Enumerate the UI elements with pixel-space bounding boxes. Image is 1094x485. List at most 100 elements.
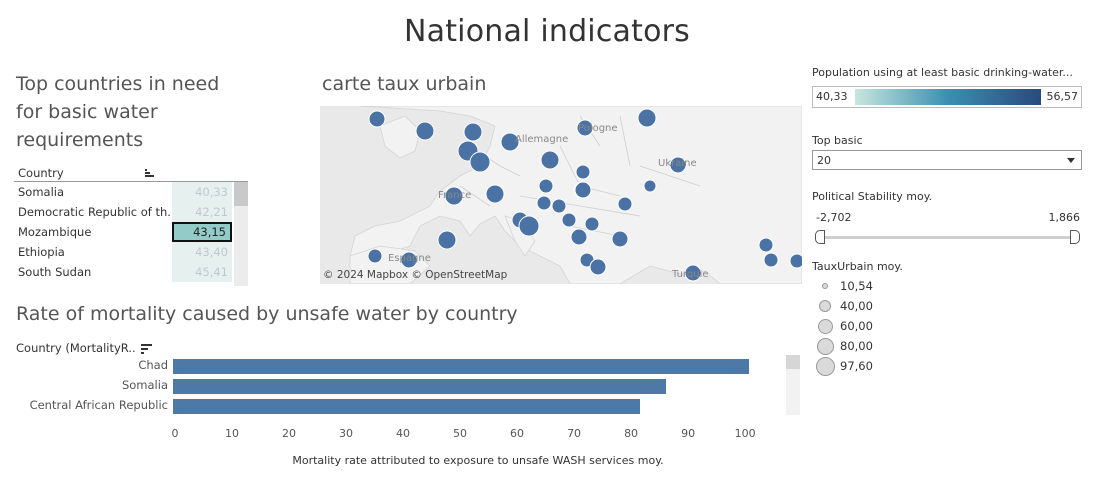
x-tick-label: 60 xyxy=(510,427,525,440)
place-label: Turquie xyxy=(671,269,708,280)
country-name: South Sudan xyxy=(18,265,92,279)
taux-urbain-title: TauxUrbain moy. xyxy=(812,260,903,273)
top-countries-title: Top countries in need for basic water re… xyxy=(16,73,220,151)
map-marker[interactable] xyxy=(574,181,592,199)
bar-category-label: Central African Republic xyxy=(29,398,168,412)
map-marker[interactable] xyxy=(611,230,629,248)
map-marker[interactable] xyxy=(469,151,491,173)
sort-icon[interactable] xyxy=(145,168,155,178)
map-marker[interactable] xyxy=(368,110,386,128)
mortality-bar-chart: Country (MortalityR.. Chad Somalia Central… xyxy=(0,335,810,475)
x-axis-label: Mortality rate attributed to exposure to… xyxy=(292,454,664,467)
size-legend-dot xyxy=(817,318,833,334)
chart-scrollbar[interactable] xyxy=(786,355,800,415)
map-marker[interactable] xyxy=(789,253,802,269)
range-slider-handle-min[interactable] xyxy=(815,230,825,244)
size-legend-dot xyxy=(822,283,828,289)
land-mass xyxy=(379,115,421,159)
sort-icon[interactable] xyxy=(141,343,153,354)
size-legend-label: 80,00 xyxy=(840,339,873,353)
mortality-title: Rate of mortality caused by unsafe water… xyxy=(16,303,518,325)
legend-min: 40,33 xyxy=(816,90,848,103)
size-legend-label: 10,54 xyxy=(840,279,873,293)
map-marker[interactable] xyxy=(500,132,520,152)
map-marker[interactable] xyxy=(485,184,505,204)
x-tick-label: 50 xyxy=(453,427,468,440)
table-row[interactable]: Somalia 40,33 xyxy=(14,182,248,202)
map-marker[interactable] xyxy=(540,150,560,170)
map-marker[interactable] xyxy=(437,230,457,250)
country-value[interactable]: 43,40 xyxy=(172,242,232,262)
place-label: Ukraine xyxy=(658,158,697,169)
top-basic-dropdown[interactable]: 20 xyxy=(812,150,1082,170)
map-marker[interactable] xyxy=(669,156,687,174)
x-tick-label: 40 xyxy=(396,427,411,440)
place-label: Pologne xyxy=(578,123,618,134)
urban-rate-map[interactable]: Allemagne Pologne Ukraine France Espagne… xyxy=(320,106,802,284)
bar-category-label: Somalia xyxy=(121,378,168,392)
range-slider-track[interactable] xyxy=(818,236,1074,239)
map-marker[interactable] xyxy=(643,179,657,193)
map-marker[interactable] xyxy=(589,258,607,276)
map-marker[interactable] xyxy=(758,237,774,253)
map-marker[interactable] xyxy=(367,248,383,264)
map-attribution: © 2024 Mapbox © OpenStreetMap xyxy=(323,269,508,281)
color-legend: 40,33 56,57 xyxy=(812,86,1082,108)
map-marker[interactable] xyxy=(763,252,779,268)
chevron-down-icon[interactable] xyxy=(1067,158,1075,163)
table-header: Country xyxy=(14,164,248,182)
population-legend-title: Population using at least basic drinking… xyxy=(812,66,1073,79)
range-max: 1,866 xyxy=(1048,211,1081,224)
bar[interactable] xyxy=(173,399,641,414)
bar[interactable] xyxy=(173,379,667,394)
x-tick-label: 100 xyxy=(734,427,756,440)
map-marker[interactable] xyxy=(400,251,418,269)
map-marker[interactable] xyxy=(684,264,702,282)
top-basic-title: Top basic xyxy=(812,134,863,147)
country-value[interactable]: 45,41 xyxy=(172,262,232,282)
top-countries-table: Country Somalia 40,33 Democratic Republi… xyxy=(14,164,248,286)
size-legend-label: 97,60 xyxy=(840,359,873,373)
bar[interactable] xyxy=(173,359,749,374)
map-marker[interactable] xyxy=(551,198,567,214)
map-marker[interactable] xyxy=(536,195,552,211)
map-marker[interactable] xyxy=(415,121,435,141)
table-row[interactable]: Democratic Republic of th.. 42,21 xyxy=(14,202,248,222)
map-marker[interactable] xyxy=(570,228,588,246)
map-marker[interactable] xyxy=(463,122,483,142)
map-marker[interactable] xyxy=(538,178,554,194)
color-ramp xyxy=(855,89,1041,105)
map-marker[interactable] xyxy=(518,215,540,237)
country-name: Somalia xyxy=(18,185,65,199)
x-tick-label: 70 xyxy=(567,427,582,440)
country-value[interactable]: 42,21 xyxy=(172,202,232,222)
table-row-selected[interactable]: Mozambique 43,15 xyxy=(14,222,248,242)
range-slider-handle-max[interactable] xyxy=(1070,230,1080,244)
table-row[interactable]: Ethiopia 43,40 xyxy=(14,242,248,262)
map-marker[interactable] xyxy=(575,164,591,180)
map-marker[interactable] xyxy=(561,212,577,228)
top-basic-value: 20 xyxy=(817,154,831,167)
map-marker[interactable] xyxy=(576,119,594,137)
map-marker[interactable] xyxy=(584,216,600,232)
place-label: Espagne xyxy=(388,253,431,264)
map-markers[interactable] xyxy=(367,108,802,282)
country-value[interactable]: 40,33 xyxy=(172,182,232,202)
scrollbar-thumb[interactable] xyxy=(234,182,248,206)
legend-max: 56,57 xyxy=(1046,90,1079,103)
map-marker[interactable] xyxy=(444,186,464,206)
table-row[interactable]: South Sudan 45,41 xyxy=(14,262,248,282)
size-legend-dot xyxy=(816,337,834,355)
country-name: Ethiopia xyxy=(18,245,65,259)
country-value[interactable]: 43,15 xyxy=(172,222,232,242)
mortality-column-header[interactable]: Country (MortalityR.. xyxy=(16,341,153,355)
map-svg[interactable]: Allemagne Pologne Ukraine France Espagne… xyxy=(320,106,802,284)
map-marker[interactable] xyxy=(617,196,633,212)
country-column-header[interactable]: Country xyxy=(18,166,64,180)
scrollbar-thumb[interactable] xyxy=(786,355,800,369)
mortality-column-label: Country (MortalityR.. xyxy=(16,341,136,355)
map-marker[interactable] xyxy=(637,108,657,128)
size-legend-dot xyxy=(819,300,831,312)
table-scrollbar[interactable] xyxy=(234,182,248,286)
dashboard-title: National indicators xyxy=(403,14,691,49)
